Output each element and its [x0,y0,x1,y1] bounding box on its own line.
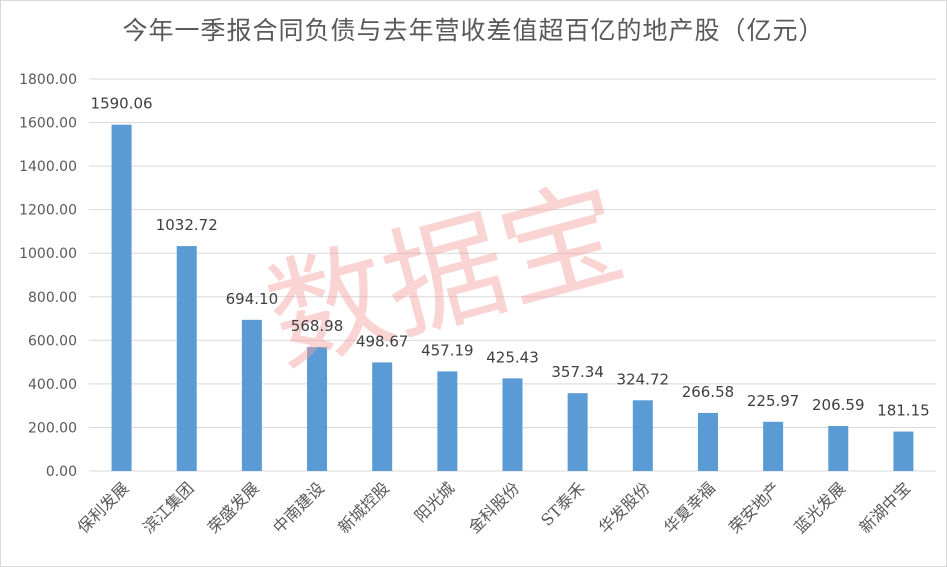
bar [502,378,523,471]
chart-title: 今年一季报合同负债与去年营收差值超百亿的地产股（亿元） [122,16,825,45]
y-tick-label: 800.00 [28,290,77,306]
category-label: 新湖中宝 [856,478,915,537]
category-label: 新城控股 [334,478,393,537]
data-label: 498.67 [356,332,409,350]
category-label: 保利发展 [74,478,133,537]
bar [307,347,328,471]
bar [241,319,262,471]
data-label: 181.15 [877,402,930,420]
data-label: 694.10 [226,290,279,308]
bar [893,431,914,471]
category-label: 华夏幸福 [660,478,719,537]
bar [697,412,718,471]
data-label: 357.34 [551,363,604,381]
bar [567,393,588,471]
bar [763,421,784,471]
y-tick-label: 1600.00 [19,116,77,132]
data-label: 425.43 [486,348,539,366]
category-label: 滨江集团 [139,478,198,537]
data-labels: 1590.06 1032.72 694.10 568.98 498.67 457.19 42… [91,95,930,420]
category-label: 荣盛发展 [204,478,263,537]
category-label: 中南建设 [269,478,328,537]
bar [176,246,197,471]
bar [111,124,132,471]
y-tick-label: 1200.00 [19,203,77,219]
bar [632,400,653,471]
category-label: 华发股份 [595,478,654,537]
bars [111,124,914,471]
category-label: 蓝光发展 [790,478,849,537]
y-tick-label: 1800.00 [19,72,77,88]
category-label: 金科股份 [465,478,524,537]
bar [372,362,393,471]
category-labels: 保利发展 滨江集团 荣盛发展 中南建设 新城控股 阳光城 金科股份 ST泰禾 华发股份 华夏幸福荣… [74,478,915,537]
data-label: 568.98 [291,317,344,335]
category-label: 阳光城 [411,478,458,525]
bar [828,426,849,471]
category-label: 荣安地产 [725,478,784,537]
data-label: 324.72 [617,370,670,388]
data-label: 1590.06 [91,95,153,113]
y-axis-ticks: 0.00 200.00 400.00 600.00 800.00 1000.00 1200.… [19,72,77,480]
y-tick-label: 600.00 [28,333,77,349]
data-label: 225.97 [747,392,800,410]
y-tick-label: 1400.00 [19,159,77,175]
data-label: 1032.72 [156,216,218,234]
y-tick-label: 1000.00 [19,246,77,262]
category-label: ST泰禾 [537,478,588,529]
y-tick-label: 400.00 [28,377,77,393]
bar [437,371,458,471]
data-label: 266.58 [682,383,735,401]
data-label: 206.59 [812,396,865,414]
data-label: 457.19 [421,341,474,359]
y-tick-label: 200.00 [28,420,77,436]
y-tick-label: 0.00 [46,464,77,480]
